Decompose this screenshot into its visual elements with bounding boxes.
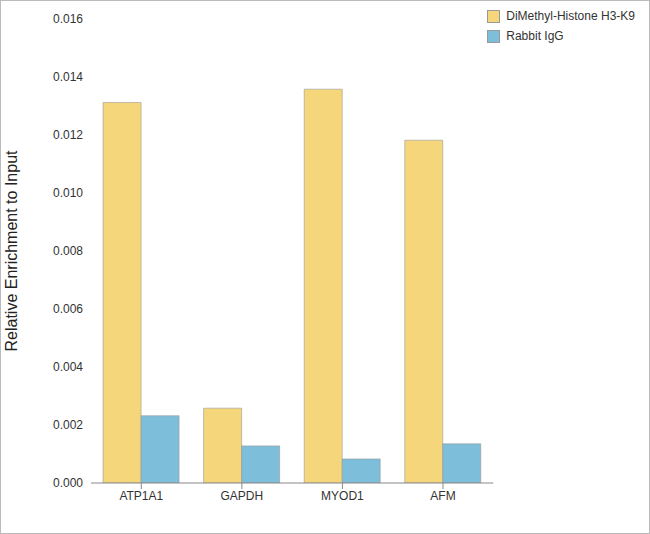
svg-text:MYOD1: MYOD1 [321,489,364,503]
svg-text:Relative Enrichment to Input: Relative Enrichment to Input [8,150,20,352]
svg-text:0.002: 0.002 [53,418,83,432]
svg-text:GAPDH: GAPDH [221,489,264,503]
svg-text:0.010: 0.010 [53,186,83,200]
svg-text:0.008: 0.008 [53,244,83,258]
svg-text:ATP1A1: ATP1A1 [119,489,163,503]
svg-text:0.004: 0.004 [53,360,83,374]
svg-text:0.000: 0.000 [53,476,83,490]
html-text:DiMethyl-Histone H3-K9: DiMethyl-Histone H3-K9 [506,9,635,23]
svg-text:AFM: AFM [430,489,455,503]
svg-text:0.006: 0.006 [53,302,83,316]
svg-text:0.012: 0.012 [53,128,83,142]
svg-text:0.014: 0.014 [53,70,83,84]
svg-text:0.016: 0.016 [53,12,83,26]
html-text:Rabbit IgG: Rabbit IgG [506,29,564,43]
